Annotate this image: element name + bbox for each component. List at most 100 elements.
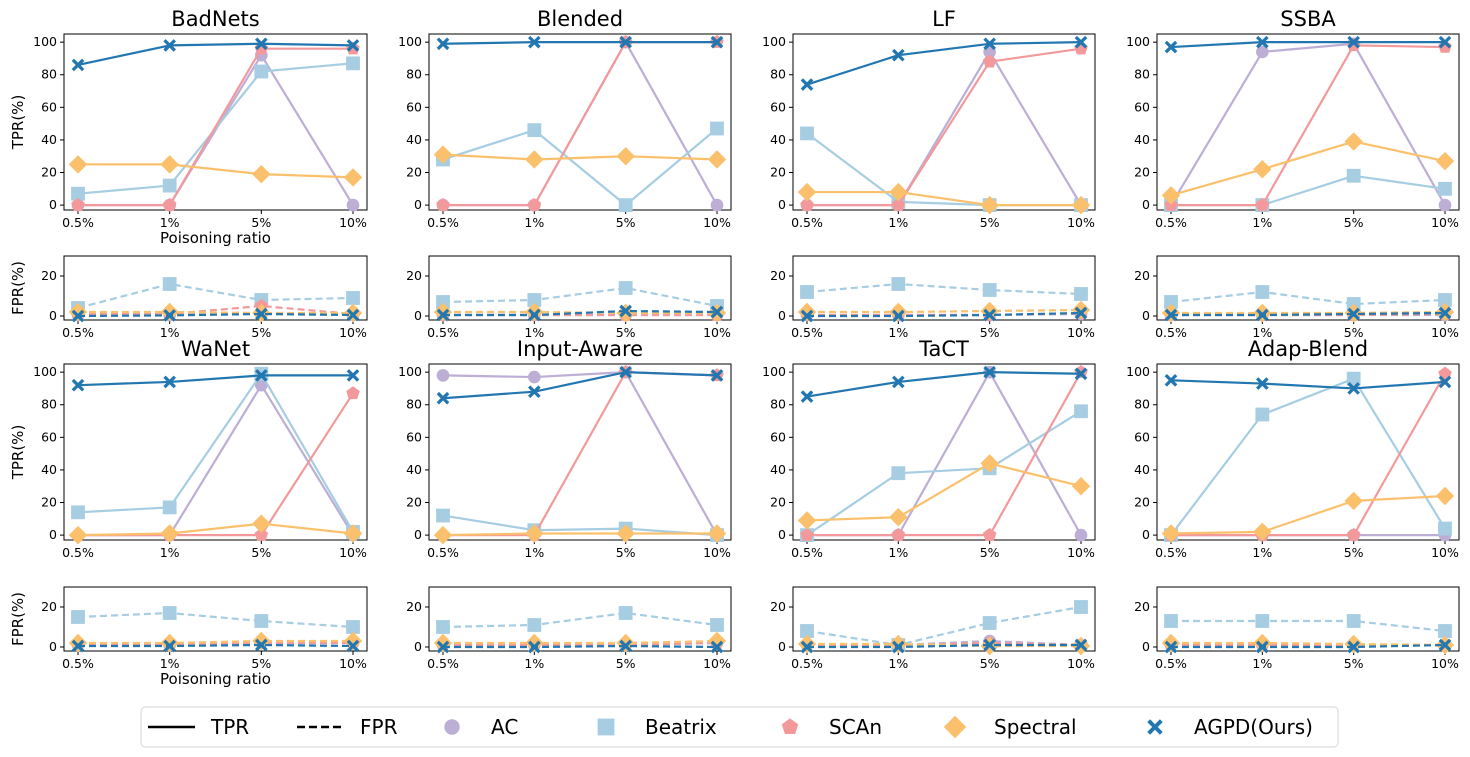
- fpr-point-agpdours: [1164, 640, 1178, 654]
- panel-title: TaCT: [918, 337, 969, 361]
- y-tick-label: 100: [33, 34, 57, 49]
- fpr-point-agpdours: [255, 307, 268, 321]
- tpr-series-line-spectral: [442, 153, 718, 161]
- tpr-point-agpdours: [346, 369, 360, 382]
- fpr-series-line-beatrix: [77, 611, 354, 629]
- tpr-series-line-agpdours: [1170, 41, 1445, 49]
- x-tick-label: 10%: [339, 545, 367, 560]
- y-tick-label: 0: [414, 527, 422, 542]
- fpr-series-line-agpdours: [807, 643, 1081, 649]
- panel-title: BadNets: [171, 7, 259, 31]
- tpr-series-line-agpdours: [442, 41, 717, 45]
- tpr-axes-frame: [1156, 33, 1460, 211]
- tpr-series-line-agpdours: [1170, 379, 1446, 390]
- fpr-point-agpdours: [346, 308, 360, 322]
- tpr-point-beatrix: [527, 123, 542, 138]
- tpr-point-spectral: [1071, 195, 1091, 215]
- y-tick-label: 40: [406, 462, 422, 477]
- fpr-point-agpdours: [163, 639, 176, 653]
- x-tick-label: 5%: [980, 545, 1000, 560]
- y-tick-label: 0: [414, 308, 422, 323]
- fpr-axes-frame: [428, 255, 732, 321]
- fpr-series-line-beatrix: [77, 282, 354, 310]
- y-tick-label: 20: [406, 495, 422, 510]
- fpr-axes-frame: [1156, 586, 1460, 652]
- fpr-point-beatrix: [346, 620, 360, 634]
- tpr-point-agpdours: [800, 390, 814, 403]
- tpr-point-ac: [436, 369, 450, 382]
- fpr-point-agpdours: [1164, 308, 1178, 322]
- x-tick-label: 5%: [980, 656, 1000, 671]
- x-tick-label: 0.5%: [62, 325, 94, 340]
- fpr-point-agpdours: [1347, 640, 1360, 654]
- tpr-point-agpdours: [983, 365, 996, 379]
- tpr-point-beatrix: [710, 121, 724, 136]
- fpr-point-beatrix: [436, 620, 450, 634]
- y-tick-label: 40: [1134, 462, 1150, 477]
- tpr-point-beatrix: [618, 198, 633, 213]
- x-tick-label: 10%: [703, 325, 731, 340]
- legend-label: AC: [491, 715, 518, 739]
- tpr-series-line-spectral: [77, 522, 354, 537]
- fpr-series-line-beatrix: [806, 282, 1082, 296]
- tpr-axes-frame: [792, 33, 1096, 211]
- tpr-series-line-agpdours: [806, 41, 1082, 86]
- y-tick-label: 0: [778, 308, 786, 323]
- x-tick-label: 0.5%: [427, 545, 459, 560]
- fpr-point-beatrix: [162, 606, 177, 620]
- tpr-point-spectral: [160, 155, 179, 174]
- y-tick-label: 0: [414, 639, 422, 654]
- panel-title: Input-Aware: [517, 337, 643, 361]
- fpr-point-beatrix: [710, 618, 724, 632]
- y-tick-label: 20: [770, 599, 786, 614]
- fpr-ylabel: FPR(%): [9, 592, 27, 646]
- x-tick-label: 0.5%: [791, 656, 823, 671]
- fpr-point-spectral: [616, 633, 635, 653]
- fpr-point-agpdours: [892, 309, 905, 323]
- tpr-point-beatrix: [1346, 168, 1361, 183]
- y-tick-label: 0: [49, 639, 57, 654]
- tpr-point-spectral: [1253, 522, 1272, 542]
- y-tick-label: 60: [406, 99, 422, 114]
- tpr-point-agpdours: [1438, 375, 1452, 389]
- fpr-point-spectral: [707, 631, 727, 651]
- y-tick-label: 0: [1142, 308, 1150, 323]
- legend-item-scan: SCAn: [781, 715, 882, 739]
- x-tick-label: 10%: [1067, 656, 1095, 671]
- tpr-series-line-beatrix: [77, 372, 354, 533]
- legend-label: SCAn: [829, 715, 882, 739]
- fpr-point-agpdours: [346, 639, 360, 653]
- x-tick-label: 1%: [888, 215, 908, 230]
- tpr-point-spectral: [980, 195, 999, 215]
- fpr-point-beatrix: [1164, 614, 1178, 628]
- tpr-point-spectral: [707, 150, 727, 169]
- fpr-point-spectral: [525, 302, 544, 322]
- tpr-point-scan: [346, 386, 360, 400]
- tpr-point-spectral: [1161, 186, 1181, 205]
- fpr-point-beatrix: [254, 614, 269, 628]
- x-tick-label: 0.5%: [791, 545, 823, 560]
- fpr-point-agpdours: [619, 304, 632, 318]
- panel-title: WaNet: [181, 337, 250, 361]
- fpr-point-beatrix: [1074, 287, 1088, 301]
- fpr-point-beatrix: [162, 277, 177, 291]
- legend-marker-pentagon: [781, 718, 799, 735]
- tpr-point-spectral: [343, 168, 363, 187]
- tpr-series-line-agpdours: [77, 374, 353, 387]
- fpr-point-beatrix: [800, 624, 814, 638]
- tpr-series-line-agpdours: [442, 371, 718, 400]
- panel-adapblend: Adap-Blend 0 20 40 60 80 100 0.5% 1% 5% 10% 0 20 0.5%…: [1126, 337, 1460, 671]
- tpr-point-agpdours: [1074, 35, 1088, 49]
- fpr-axes-frame: [792, 586, 1096, 652]
- y-tick-label: 20: [770, 495, 786, 510]
- tpr-point-agpdours: [1256, 35, 1269, 49]
- tpr-point-agpdours: [528, 35, 541, 49]
- x-tick-label: 10%: [1431, 656, 1459, 671]
- fpr-point-agpdours: [528, 308, 541, 322]
- tpr-axes-frame: [63, 363, 368, 541]
- y-tick-label: 100: [762, 34, 786, 49]
- tpr-point-spectral: [616, 524, 635, 543]
- fpr-series-line-beatrix: [442, 286, 718, 308]
- tpr-series-line-beatrix: [806, 410, 1082, 537]
- x-tick-label: 5%: [616, 325, 636, 340]
